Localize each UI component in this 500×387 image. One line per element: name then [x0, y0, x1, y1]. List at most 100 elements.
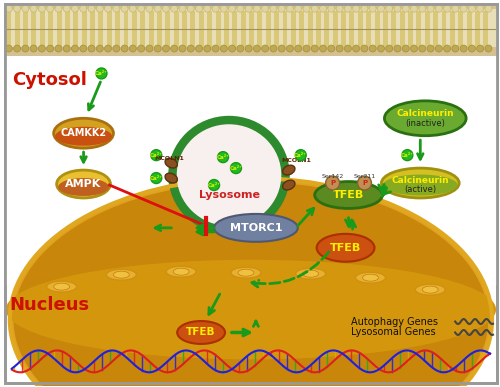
- Ellipse shape: [46, 5, 54, 12]
- Bar: [56, 11, 62, 46]
- Ellipse shape: [262, 5, 268, 12]
- Bar: [291, 11, 296, 46]
- Bar: [166, 11, 170, 46]
- Bar: [258, 11, 262, 46]
- Ellipse shape: [54, 118, 114, 148]
- Text: Calcineurin: Calcineurin: [396, 109, 454, 118]
- Ellipse shape: [88, 45, 95, 52]
- Text: Ser211: Ser211: [354, 173, 376, 178]
- Ellipse shape: [336, 45, 343, 52]
- Bar: [14, 11, 20, 46]
- Ellipse shape: [444, 5, 450, 12]
- Ellipse shape: [104, 45, 112, 52]
- Ellipse shape: [282, 180, 295, 190]
- Ellipse shape: [303, 5, 310, 12]
- Ellipse shape: [80, 45, 86, 52]
- Ellipse shape: [452, 45, 459, 52]
- Ellipse shape: [162, 5, 170, 12]
- Bar: [5, 4, 497, 55]
- Ellipse shape: [296, 268, 326, 279]
- Ellipse shape: [302, 270, 318, 277]
- Ellipse shape: [328, 45, 335, 52]
- Ellipse shape: [383, 175, 458, 195]
- Ellipse shape: [56, 170, 110, 198]
- Ellipse shape: [96, 5, 103, 12]
- Ellipse shape: [196, 45, 202, 52]
- Ellipse shape: [295, 45, 302, 52]
- Ellipse shape: [427, 5, 434, 12]
- Bar: [74, 11, 78, 46]
- Ellipse shape: [476, 5, 484, 12]
- Ellipse shape: [166, 266, 196, 277]
- Text: MCOLN1: MCOLN1: [154, 156, 184, 161]
- Ellipse shape: [452, 5, 459, 12]
- Text: Ca²⁺: Ca²⁺: [95, 71, 108, 76]
- Ellipse shape: [96, 68, 107, 79]
- Text: Cytosol: Cytosol: [12, 72, 87, 89]
- Bar: [190, 11, 196, 46]
- Text: Ca²⁺: Ca²⁺: [150, 152, 163, 158]
- Bar: [65, 11, 70, 46]
- Bar: [115, 11, 120, 46]
- Ellipse shape: [208, 180, 220, 190]
- Ellipse shape: [369, 5, 376, 12]
- Ellipse shape: [55, 45, 62, 52]
- Bar: [484, 11, 488, 46]
- Ellipse shape: [386, 5, 392, 12]
- Ellipse shape: [485, 45, 492, 52]
- Bar: [450, 11, 455, 46]
- Ellipse shape: [419, 5, 426, 12]
- Ellipse shape: [114, 271, 130, 278]
- Ellipse shape: [172, 119, 286, 231]
- Ellipse shape: [22, 5, 29, 12]
- Ellipse shape: [382, 168, 459, 198]
- Ellipse shape: [361, 45, 368, 52]
- Ellipse shape: [410, 45, 418, 52]
- Ellipse shape: [378, 5, 384, 12]
- Ellipse shape: [361, 5, 368, 12]
- Bar: [216, 11, 220, 46]
- Ellipse shape: [262, 45, 268, 52]
- Ellipse shape: [204, 45, 211, 52]
- Text: Ca²⁺: Ca²⁺: [230, 166, 242, 171]
- Text: P: P: [362, 180, 367, 186]
- Ellipse shape: [444, 45, 450, 52]
- Ellipse shape: [154, 5, 161, 12]
- Ellipse shape: [336, 5, 343, 12]
- Ellipse shape: [254, 45, 260, 52]
- Ellipse shape: [394, 5, 401, 12]
- Ellipse shape: [6, 5, 12, 12]
- Ellipse shape: [296, 150, 306, 161]
- Ellipse shape: [151, 150, 162, 161]
- Text: Calcineurin: Calcineurin: [392, 176, 449, 185]
- Bar: [458, 11, 463, 46]
- Ellipse shape: [113, 45, 120, 52]
- Ellipse shape: [14, 45, 20, 52]
- Ellipse shape: [286, 5, 294, 12]
- Bar: [416, 11, 422, 46]
- Text: Lysosomal Genes: Lysosomal Genes: [350, 327, 435, 337]
- Ellipse shape: [384, 101, 466, 136]
- Bar: [400, 11, 404, 46]
- Ellipse shape: [6, 260, 496, 360]
- Bar: [442, 11, 446, 46]
- Ellipse shape: [38, 45, 46, 52]
- Ellipse shape: [394, 45, 401, 52]
- Ellipse shape: [188, 45, 194, 52]
- Ellipse shape: [173, 268, 189, 275]
- Bar: [82, 11, 86, 46]
- Ellipse shape: [96, 45, 103, 52]
- Ellipse shape: [320, 5, 326, 12]
- Ellipse shape: [316, 234, 374, 262]
- Text: (inactive): (inactive): [406, 119, 445, 128]
- Ellipse shape: [402, 45, 409, 52]
- Ellipse shape: [419, 45, 426, 52]
- Ellipse shape: [378, 45, 384, 52]
- Ellipse shape: [230, 163, 241, 174]
- Ellipse shape: [72, 45, 78, 52]
- Ellipse shape: [270, 5, 277, 12]
- Ellipse shape: [63, 45, 70, 52]
- Ellipse shape: [106, 269, 136, 280]
- Ellipse shape: [344, 5, 352, 12]
- Ellipse shape: [214, 214, 298, 242]
